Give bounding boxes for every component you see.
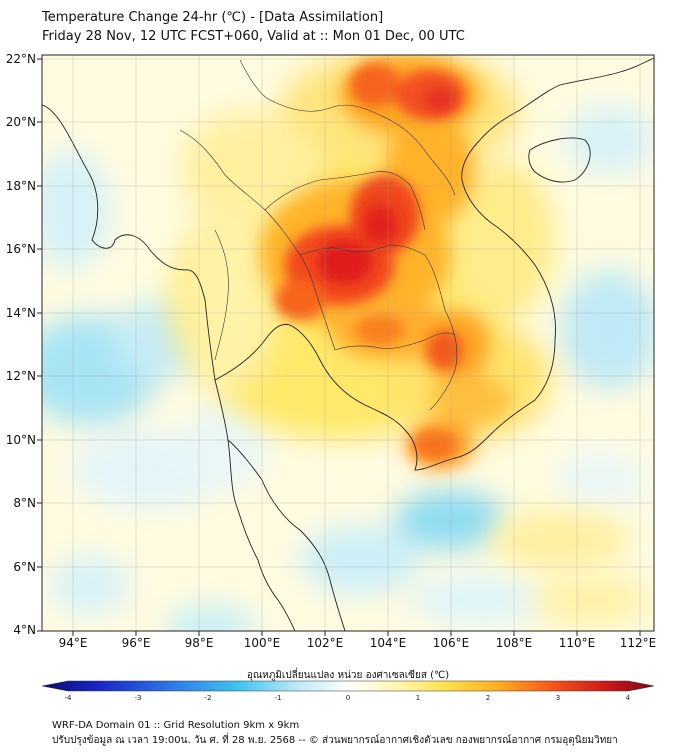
colorbar-tick: 4 — [626, 694, 631, 702]
footer: WRF-DA Domain 01 :: Grid Resolution 9km … — [52, 718, 618, 748]
lat-label: 16°N — [6, 242, 36, 256]
colorbar-tick: 2 — [486, 694, 490, 702]
temperature-field — [42, 55, 654, 631]
lat-label: 6°N — [13, 560, 36, 574]
lon-label: 102°E — [307, 636, 344, 650]
colorbar-tick: -1 — [275, 694, 282, 702]
lat-label: 8°N — [13, 496, 36, 510]
axis-ticks — [37, 58, 641, 636]
map-frame — [41, 54, 655, 632]
lon-label: 106°E — [433, 636, 470, 650]
title-block: Temperature Change 24-hr (℃) - [Data Ass… — [42, 8, 465, 46]
lon-label: 96°E — [122, 636, 151, 650]
lat-label: 18°N — [6, 179, 36, 193]
colorbar-tick: 1 — [416, 694, 420, 702]
colorbar-label: อุณหภูมิเปลี่ยนแปลง หน่วย องศาเซลเซียส (… — [247, 667, 449, 681]
lat-label: 4°N — [13, 623, 36, 637]
lon-label: 104°E — [370, 636, 407, 650]
footer-credit: ปรับปรุงข้อมูล ณ เวลา 19:00น. วัน ศ. ที่… — [52, 735, 618, 746]
lon-label: 94°E — [59, 636, 88, 650]
colorbar-tick: 3 — [556, 694, 560, 702]
lat-label: 12°N — [6, 369, 36, 383]
coastlines — [42, 55, 654, 631]
lon-label: 112°E — [620, 636, 657, 650]
colorbar-tick: -2 — [205, 694, 212, 702]
lat-label: 22°N — [6, 52, 36, 66]
lon-label: 108°E — [496, 636, 533, 650]
lat-label: 10°N — [6, 433, 36, 447]
map-subtitle: Friday 28 Nov, 12 UTC FCST+060, Valid at… — [42, 29, 465, 44]
colorbar — [41, 680, 655, 692]
colorbar-tick: -4 — [65, 694, 73, 702]
graticule — [42, 55, 654, 631]
footer-domain-info: WRF-DA Domain 01 :: Grid Resolution 9km … — [52, 720, 300, 731]
lon-label: 98°E — [185, 636, 214, 650]
country-borders — [179, 59, 458, 411]
colorbar-tick: -3 — [135, 694, 142, 702]
lon-label: 100°E — [244, 636, 281, 650]
colorbar-tick: 0 — [346, 694, 350, 702]
lat-label: 20°N — [6, 115, 36, 129]
colorbar-ticks: -4 -3 -2 -1 0 1 2 3 4 — [65, 694, 631, 702]
map-title: Temperature Change 24-hr (℃) - [Data Ass… — [42, 10, 384, 25]
lon-label: 110°E — [559, 636, 596, 650]
lat-label: 14°N — [6, 306, 36, 320]
